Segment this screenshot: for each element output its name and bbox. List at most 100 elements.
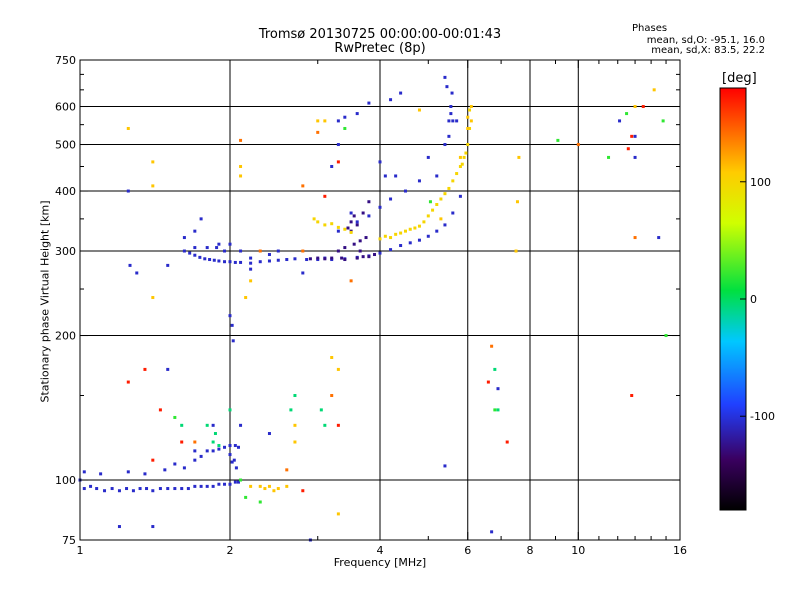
data-point [249, 267, 253, 271]
x-tick-label: 8 [527, 544, 534, 557]
data-point [323, 119, 327, 123]
data-point [417, 238, 421, 242]
data-point [389, 248, 393, 252]
data-point [215, 246, 219, 250]
data-point [435, 174, 439, 178]
data-point [212, 258, 216, 262]
data-point [367, 214, 371, 218]
data-point [358, 239, 362, 243]
data-point [138, 487, 142, 491]
data-point [217, 242, 221, 246]
data-point [466, 126, 470, 130]
data-point [223, 249, 227, 253]
data-point [267, 259, 271, 263]
data-point [205, 449, 209, 453]
data-point [449, 105, 453, 109]
data-point [490, 344, 494, 348]
data-point [258, 249, 262, 253]
data-point [455, 172, 459, 176]
data-point [626, 147, 630, 151]
data-point [443, 223, 447, 227]
data-point [367, 101, 371, 105]
data-point [228, 242, 232, 246]
data-point [462, 155, 466, 159]
data-point [330, 256, 334, 260]
data-point [408, 227, 412, 231]
data-point [343, 126, 347, 130]
data-point [458, 155, 462, 159]
data-point [417, 179, 421, 183]
y-tick-label: 600 [55, 101, 76, 114]
data-point [103, 489, 107, 493]
y-tick-label: 100 [55, 474, 76, 487]
data-point [128, 263, 132, 267]
data-point [399, 231, 403, 235]
data-point [182, 249, 186, 253]
data-point [205, 484, 209, 488]
x-tick-label: 1 [77, 544, 84, 557]
data-point [312, 217, 316, 221]
data-point [439, 217, 443, 221]
data-point [343, 258, 347, 262]
data-point [408, 241, 412, 245]
data-point [217, 447, 221, 451]
data-point [394, 174, 398, 178]
data-point [143, 472, 147, 476]
data-point [205, 246, 209, 250]
data-point [211, 440, 215, 444]
data-point [301, 489, 305, 493]
data-point [180, 423, 184, 427]
data-point [126, 380, 130, 384]
data-point [340, 256, 344, 260]
data-point [630, 394, 634, 398]
data-point [657, 236, 661, 240]
data-point [352, 214, 356, 218]
data-point [451, 211, 455, 215]
data-point [378, 205, 382, 209]
data-point [343, 115, 347, 119]
data-point [445, 85, 449, 89]
data-point [285, 468, 289, 472]
data-point [417, 108, 421, 112]
data-point [198, 255, 202, 259]
data-point [426, 214, 430, 218]
data-point [230, 460, 234, 464]
data-point [336, 160, 340, 164]
data-point [267, 432, 271, 436]
data-point [355, 223, 359, 227]
data-point [447, 134, 451, 138]
data-point [217, 444, 221, 448]
data-point [239, 478, 243, 482]
y-axis-label: Stationary phase Virtual Height [km] [38, 200, 52, 403]
data-point [239, 138, 243, 142]
data-point [496, 408, 500, 412]
data-point [186, 487, 190, 491]
data-point [263, 487, 267, 491]
data-point [193, 458, 197, 462]
data-point [293, 440, 297, 444]
data-point [633, 105, 637, 109]
data-point [182, 466, 186, 470]
data-point [336, 225, 340, 229]
data-point [232, 458, 236, 462]
data-point [625, 112, 629, 116]
data-point [205, 423, 209, 427]
data-point [211, 449, 215, 453]
data-point [213, 432, 217, 436]
x-axis-label: Frequency [MHz] [333, 556, 427, 569]
data-point [228, 260, 232, 264]
data-point [323, 194, 327, 198]
data-point [316, 130, 320, 134]
data-point [343, 227, 347, 231]
data-point [316, 119, 320, 123]
data-point [633, 236, 637, 240]
data-point [293, 423, 297, 427]
title-line-1: Tromsø 20130725 00:00:00-00:01:43 [258, 27, 502, 42]
data-point [182, 236, 186, 240]
data-point [193, 484, 197, 488]
y-tick-label: 500 [55, 139, 76, 152]
data-point [126, 470, 130, 474]
y-tick-label: 75 [62, 534, 76, 547]
data-point [378, 160, 382, 164]
data-point [143, 367, 147, 371]
